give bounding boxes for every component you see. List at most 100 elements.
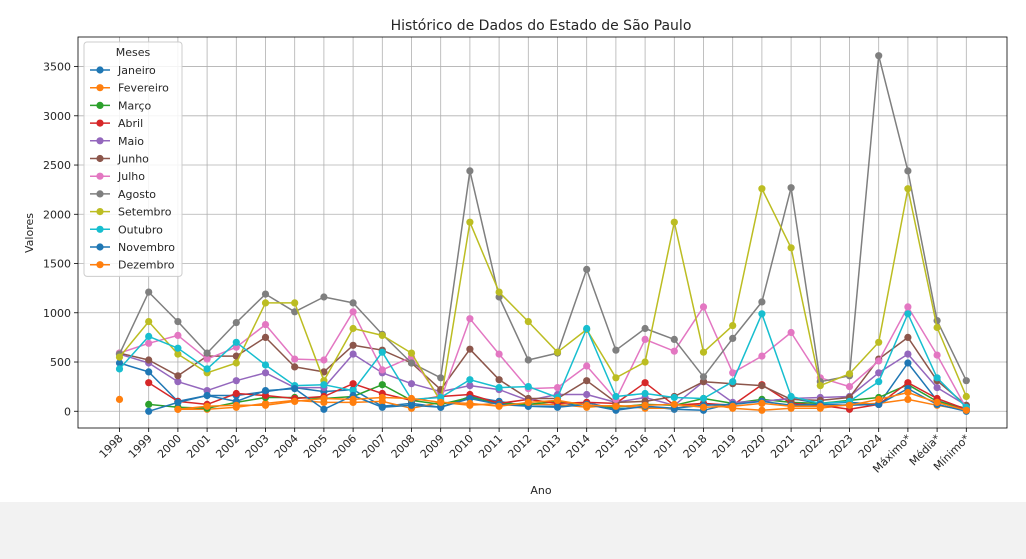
- data-point: [261, 290, 270, 298]
- series-julho: [115, 303, 970, 412]
- data-point: [670, 218, 678, 226]
- legend-marker: [96, 243, 104, 251]
- x-tick-label: 2005: [301, 432, 330, 461]
- series-line: [119, 306, 967, 409]
- series-maio: [115, 350, 970, 409]
- data-point: [875, 357, 883, 365]
- x-tick-label: 2020: [739, 432, 768, 461]
- plot-frame: [77, 36, 1008, 429]
- legend-label: Janeiro: [117, 64, 156, 77]
- y-tick-label: 500: [50, 356, 71, 369]
- data-point: [495, 350, 503, 358]
- data-point: [962, 406, 970, 414]
- chart-figure: 0 500 1000 1500 2000 2500 3000 3500 1998 1999 2000…: [0, 0, 1026, 502]
- data-point: [378, 331, 386, 339]
- legend-label: Julho: [117, 170, 145, 183]
- data-point: [670, 393, 678, 402]
- data-point: [904, 395, 912, 403]
- legend-label: Dezembro: [118, 259, 175, 272]
- data-point: [495, 288, 503, 296]
- data-point: [349, 395, 357, 403]
- data-point: [875, 395, 883, 403]
- data-point: [699, 403, 708, 411]
- data-point: [583, 390, 591, 399]
- data-point: [524, 383, 532, 391]
- data-point: [904, 379, 912, 387]
- data-point: [758, 185, 766, 193]
- x-tick-label: 2002: [213, 432, 242, 461]
- x-tick-label: 2000: [155, 432, 184, 461]
- data-point: [758, 310, 766, 318]
- data-point: [758, 352, 766, 360]
- legend-box: [83, 41, 183, 277]
- chart-title: Histórico de Dados do Estado de São Paul…: [391, 18, 692, 34]
- legend-label: Maio: [118, 135, 144, 148]
- data-point: [145, 288, 153, 296]
- data-point: [816, 382, 824, 390]
- data-point: [349, 299, 357, 307]
- legend-marker: [96, 137, 104, 145]
- legend-item: Outubro: [90, 223, 163, 236]
- data-point: [145, 356, 153, 364]
- legend-item: Junho: [90, 153, 149, 166]
- data-point: [466, 345, 474, 353]
- y-tick-label: 2000: [43, 208, 71, 221]
- x-tick-label: 1999: [126, 432, 155, 461]
- data-point: [495, 402, 503, 410]
- legend-item: Agosto: [90, 188, 156, 201]
- x-tick-label: 2012: [505, 432, 534, 461]
- data-point: [553, 396, 562, 404]
- data-point: [787, 244, 795, 252]
- data-point: [174, 405, 182, 413]
- data-point: [641, 401, 649, 409]
- legend-item: Dezembro: [90, 259, 175, 272]
- legend: Meses Janeiro Fevereiro Março Abril Maio Junho…: [83, 41, 183, 277]
- data-point: [670, 400, 678, 408]
- data-point: [670, 347, 678, 355]
- x-tick-label: 2006: [330, 432, 359, 461]
- series-agosto: [115, 52, 970, 386]
- data-point: [933, 398, 941, 406]
- legend-label: Junho: [117, 153, 149, 166]
- data-point: [291, 308, 299, 316]
- data-point: [203, 402, 211, 410]
- data-point: [583, 377, 591, 385]
- data-point: [115, 353, 124, 361]
- data-point: [583, 401, 591, 409]
- series-setembro: [115, 185, 970, 405]
- data-point: [115, 365, 124, 373]
- data-point: [758, 298, 766, 306]
- data-point: [320, 405, 328, 413]
- legend-item: Maio: [90, 135, 144, 148]
- data-point: [495, 376, 503, 384]
- legend-label: Fevereiro: [118, 82, 169, 95]
- legend-marker: [96, 154, 104, 163]
- legend-item: Abril: [90, 117, 143, 130]
- data-point: [933, 351, 941, 359]
- x-tick-label: 2009: [418, 432, 447, 461]
- data-point: [232, 359, 240, 367]
- data-point: [787, 402, 795, 410]
- data-point: [232, 401, 240, 409]
- legend-marker: [96, 66, 104, 74]
- data-point: [261, 387, 270, 395]
- data-point: [232, 389, 240, 398]
- data-point: [466, 167, 474, 175]
- data-point: [875, 369, 883, 377]
- series-line: [119, 353, 967, 407]
- legend-label: Março: [118, 99, 152, 112]
- data-point: [407, 349, 416, 357]
- data-point: [495, 384, 503, 392]
- data-point: [174, 331, 182, 339]
- data-point: [904, 310, 912, 318]
- data-point: [261, 321, 270, 329]
- legend-label: Outubro: [118, 223, 163, 236]
- data-point: [320, 381, 328, 389]
- data-point: [875, 378, 883, 386]
- x-tick-label: 1998: [97, 432, 126, 461]
- data-point: [349, 324, 357, 333]
- legend-label: Setembro: [118, 206, 172, 219]
- legend-marker: [96, 84, 104, 92]
- legend-item: Fevereiro: [90, 82, 169, 95]
- data-point: [933, 384, 941, 392]
